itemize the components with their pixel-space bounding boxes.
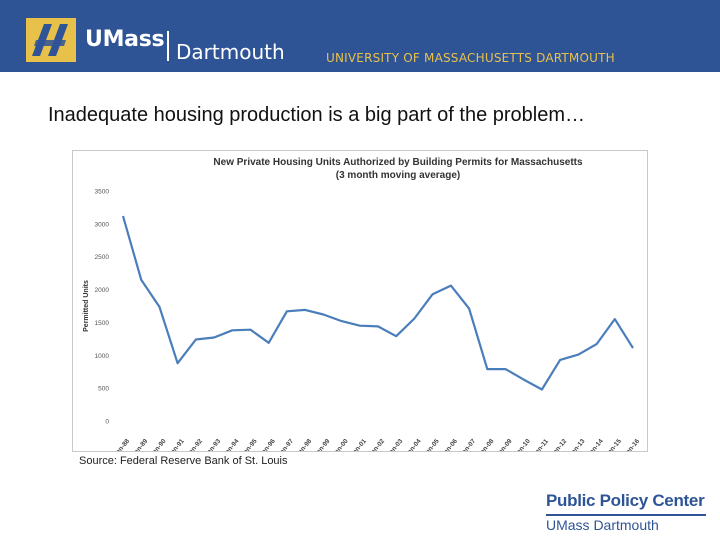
slide-title: Inadequate housing production is a big p… (48, 104, 586, 126)
x-tick-label: Jan-02 (368, 438, 387, 451)
y-tick-label: 3500 (95, 189, 110, 196)
x-tick-label: Jan-08 (477, 438, 496, 451)
chart-source: Source: Federal Reserve Bank of St. Loui… (79, 455, 288, 467)
y-tick-label: 2000 (95, 287, 110, 294)
x-tick-label: Jan-88 (113, 438, 132, 451)
x-tick-label: Jan-13 (568, 438, 587, 451)
x-tick-label: Jan-09 (495, 438, 514, 451)
x-tick-label: Jan-89 (131, 438, 150, 451)
y-tick-label: 1500 (95, 320, 110, 327)
x-tick-label: Jan-04 (404, 438, 423, 451)
x-tick-label: Jan-15 (604, 438, 623, 451)
x-tick-label: Jan-95 (240, 438, 259, 451)
x-tick-label: Jan-03 (386, 438, 405, 451)
footer-title: Public Policy Center (546, 491, 705, 510)
x-tick-label: Jan-98 (295, 438, 314, 451)
x-tick-label: Jan-97 (276, 438, 295, 451)
y-tick-label: 1000 (95, 353, 110, 360)
brand-campus: Dartmouth (176, 40, 285, 64)
x-tick-label: Jan-90 (149, 438, 168, 451)
x-tick-label: Jan-96 (258, 438, 277, 451)
y-tick-label: 500 (98, 386, 109, 393)
footer-divider (546, 514, 706, 516)
x-tick-label: Jan-16 (623, 438, 642, 451)
x-tick-label: Jan-07 (459, 438, 478, 451)
y-tick-label: 3000 (95, 221, 110, 228)
series-line (121, 215, 634, 391)
x-tick-label: Jan-11 (532, 438, 551, 451)
y-tick-label: 2500 (95, 254, 110, 261)
y-axis-label: Permitted Units (83, 280, 90, 332)
brand-name: UMass (85, 27, 165, 52)
x-tick-label: Jan-99 (313, 438, 332, 451)
y-tick-label: 0 (105, 419, 109, 426)
chart-subtitle: (3 month moving average) (336, 170, 460, 181)
header-bar: UMass Dartmouth UNIVERSITY OF MASSACHUSE… (0, 0, 720, 72)
brand-separator (167, 31, 169, 61)
x-tick-label: Jan-01 (349, 438, 368, 451)
line-chart: New Private Housing Units Authorized by … (83, 157, 642, 451)
x-tick-label: Jan-10 (513, 438, 532, 451)
umass-logo-icon (26, 18, 76, 62)
chart-container: New Private Housing Units Authorized by … (72, 150, 648, 452)
x-tick-label: Jan-05 (422, 438, 441, 451)
x-tick-label: Jan-91 (167, 438, 186, 451)
x-tick-label: Jan-06 (440, 438, 459, 451)
x-tick-label: Jan-94 (222, 438, 241, 451)
footer-subtitle: UMass Dartmouth (546, 517, 659, 533)
chart-title: New Private Housing Units Authorized by … (213, 157, 583, 168)
x-tick-label: Jan-00 (331, 438, 350, 451)
university-name: UNIVERSITY OF MASSACHUSETTS DARTMOUTH (326, 51, 615, 65)
x-tick-label: Jan-12 (550, 438, 569, 451)
x-tick-label: Jan-14 (586, 438, 605, 451)
x-tick-label: Jan-92 (185, 438, 204, 451)
x-tick-label: Jan-93 (204, 438, 223, 451)
